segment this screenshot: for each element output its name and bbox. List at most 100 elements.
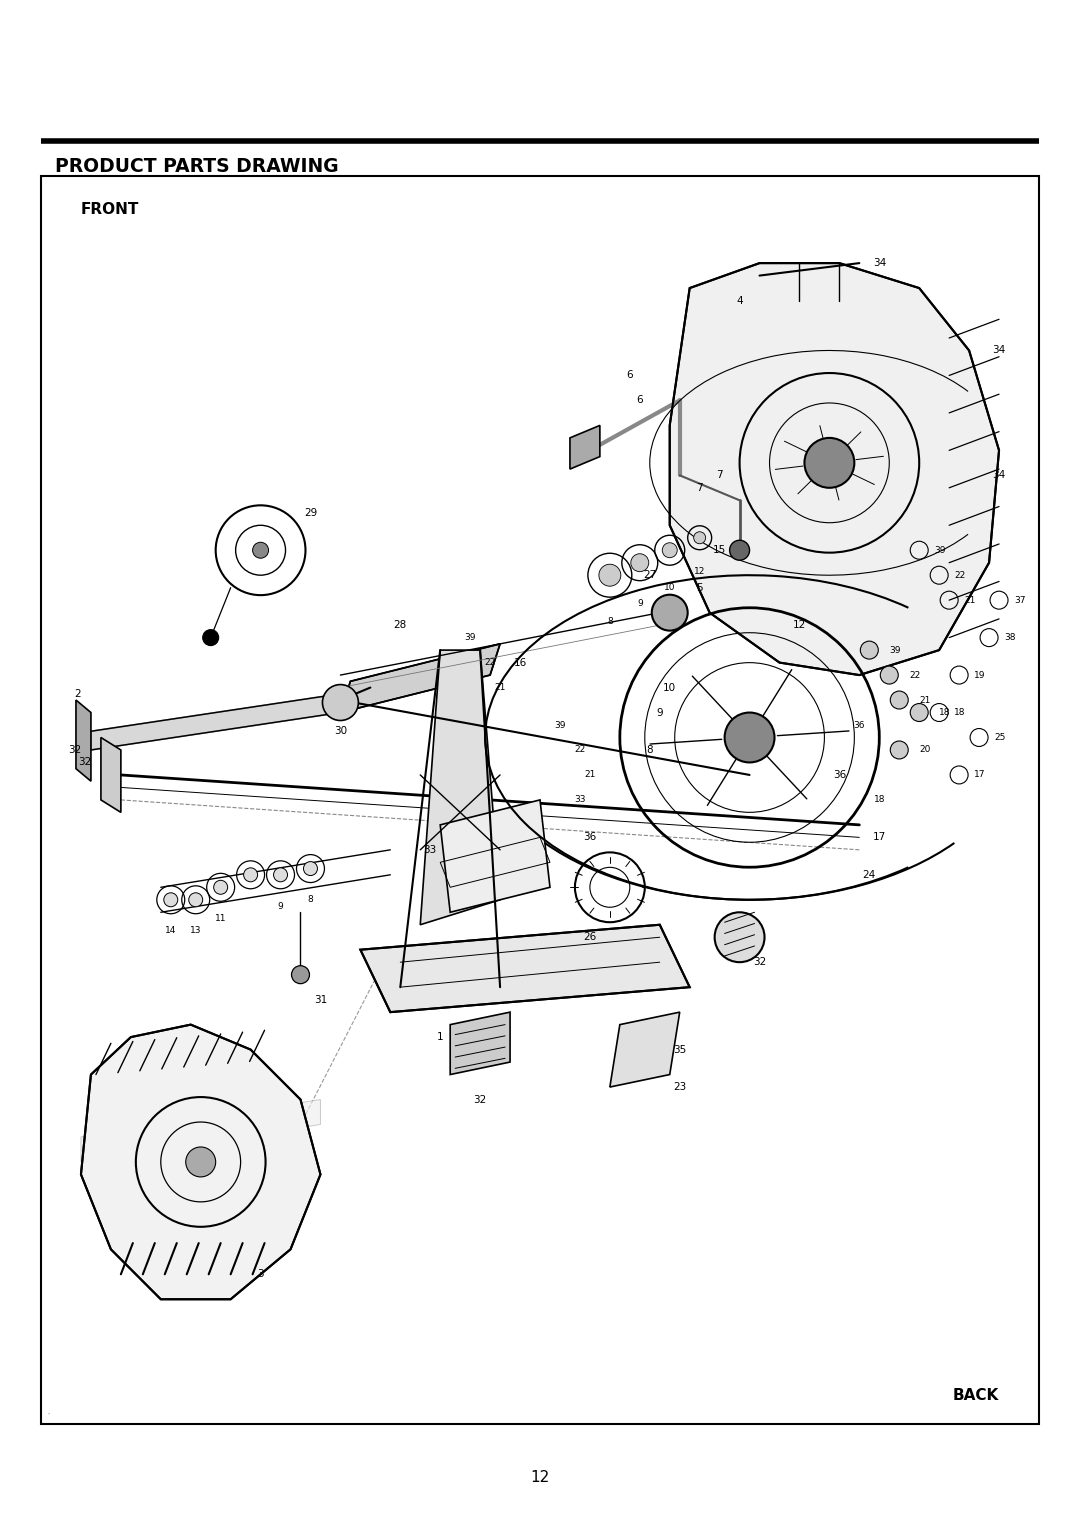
Polygon shape — [91, 694, 340, 750]
Text: 12: 12 — [793, 620, 806, 630]
Polygon shape — [100, 738, 121, 813]
Text: 8: 8 — [607, 617, 612, 626]
Ellipse shape — [730, 541, 750, 561]
Text: 4: 4 — [737, 295, 743, 306]
Text: 9: 9 — [637, 599, 643, 608]
Ellipse shape — [164, 892, 178, 906]
Text: 3: 3 — [257, 1270, 264, 1279]
Ellipse shape — [186, 1148, 216, 1177]
Text: 34: 34 — [993, 471, 1005, 480]
Polygon shape — [81, 1025, 321, 1299]
Text: 1: 1 — [437, 1031, 444, 1042]
Text: 6: 6 — [626, 370, 633, 380]
Polygon shape — [81, 1100, 321, 1161]
Text: 20: 20 — [919, 746, 931, 755]
Text: 32: 32 — [473, 1094, 487, 1105]
Ellipse shape — [715, 912, 765, 963]
Text: 27: 27 — [644, 570, 657, 581]
Text: 12: 12 — [530, 1470, 550, 1485]
Ellipse shape — [214, 880, 228, 894]
Ellipse shape — [890, 691, 908, 709]
Text: 10: 10 — [664, 584, 675, 593]
Ellipse shape — [651, 594, 688, 631]
Text: 39: 39 — [889, 646, 901, 654]
Text: 22: 22 — [909, 671, 920, 680]
Text: 32: 32 — [753, 957, 766, 967]
Text: 36: 36 — [853, 721, 865, 729]
Ellipse shape — [631, 553, 649, 571]
Text: FRONT: FRONT — [81, 202, 139, 217]
Text: 22: 22 — [575, 746, 585, 755]
Text: 5: 5 — [697, 582, 703, 593]
Text: 21: 21 — [919, 695, 931, 704]
Text: 7: 7 — [716, 471, 723, 480]
Text: 38: 38 — [1004, 633, 1015, 642]
Ellipse shape — [861, 642, 878, 659]
Text: 32: 32 — [78, 758, 91, 767]
Text: 31: 31 — [314, 995, 327, 1004]
Text: 37: 37 — [1014, 596, 1026, 605]
Polygon shape — [361, 924, 690, 1012]
Text: 21: 21 — [964, 596, 975, 605]
Text: 33: 33 — [423, 845, 436, 854]
Text: 17: 17 — [974, 770, 986, 779]
Polygon shape — [570, 425, 599, 469]
Text: 9: 9 — [657, 707, 663, 718]
Text: 7: 7 — [697, 483, 703, 494]
Text: 39: 39 — [554, 721, 566, 729]
Polygon shape — [450, 1012, 510, 1074]
Text: 16: 16 — [513, 657, 527, 668]
Ellipse shape — [910, 703, 928, 721]
Ellipse shape — [244, 868, 258, 882]
Text: 33: 33 — [575, 796, 585, 804]
Ellipse shape — [599, 564, 621, 587]
Polygon shape — [76, 700, 91, 781]
Ellipse shape — [725, 712, 774, 762]
Text: 15: 15 — [713, 545, 726, 555]
Ellipse shape — [805, 439, 854, 487]
Text: 17: 17 — [873, 833, 886, 842]
Text: 21: 21 — [495, 683, 505, 692]
Polygon shape — [670, 263, 999, 675]
Polygon shape — [610, 1012, 679, 1086]
Text: 18: 18 — [874, 796, 885, 804]
Ellipse shape — [273, 868, 287, 882]
Text: 39: 39 — [464, 633, 476, 642]
Text: BACK: BACK — [953, 1387, 999, 1403]
Text: 14: 14 — [165, 926, 176, 935]
Text: 8: 8 — [647, 746, 653, 755]
Text: 13: 13 — [190, 926, 202, 935]
Text: 18: 18 — [940, 707, 950, 717]
Text: 6: 6 — [636, 396, 643, 405]
Ellipse shape — [203, 630, 218, 646]
Ellipse shape — [292, 966, 310, 984]
Ellipse shape — [693, 532, 705, 544]
Text: 29: 29 — [303, 507, 318, 518]
Text: 2: 2 — [75, 689, 81, 698]
Text: 11: 11 — [215, 914, 227, 923]
Polygon shape — [441, 801, 550, 912]
Text: 22: 22 — [954, 570, 966, 579]
Text: 30: 30 — [334, 726, 347, 736]
Ellipse shape — [880, 666, 899, 685]
Ellipse shape — [890, 741, 908, 759]
Ellipse shape — [662, 542, 677, 558]
Text: 39: 39 — [934, 545, 946, 555]
Ellipse shape — [323, 685, 359, 721]
Text: 21: 21 — [584, 770, 595, 779]
Text: 24: 24 — [863, 869, 876, 880]
Text: 23: 23 — [673, 1082, 686, 1093]
Text: 8: 8 — [308, 895, 313, 905]
Polygon shape — [420, 649, 500, 924]
Text: 22: 22 — [485, 659, 496, 668]
Text: 35: 35 — [673, 1045, 686, 1054]
Text: 32: 32 — [68, 746, 81, 755]
Text: 28: 28 — [394, 620, 407, 630]
Text: 12: 12 — [694, 567, 705, 576]
Ellipse shape — [303, 862, 318, 876]
Bar — [41, 176, 1039, 1424]
Text: PRODUCT PARTS DRAWING: PRODUCT PARTS DRAWING — [55, 157, 339, 176]
Text: 36: 36 — [583, 833, 596, 842]
Text: 34: 34 — [873, 258, 886, 267]
Text: 36: 36 — [833, 770, 846, 779]
